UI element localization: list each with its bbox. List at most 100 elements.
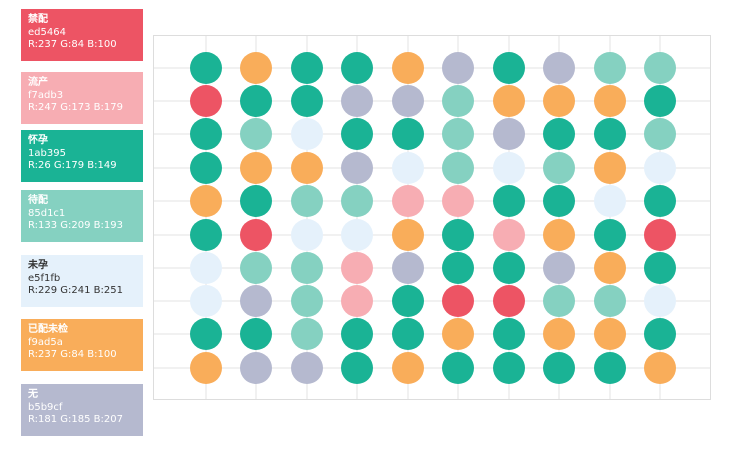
status-dot[interactable] [240,318,272,350]
status-dot[interactable] [392,85,424,117]
status-dot[interactable] [341,185,373,217]
status-dot[interactable] [392,285,424,317]
status-dot[interactable] [493,118,525,150]
status-dot[interactable] [341,285,373,317]
status-dot[interactable] [594,285,626,317]
status-dot[interactable] [594,352,626,384]
status-dot[interactable] [442,318,474,350]
status-dot[interactable] [442,118,474,150]
status-dot[interactable] [392,252,424,284]
status-dot[interactable] [190,52,222,84]
status-dot[interactable] [594,318,626,350]
status-dot[interactable] [392,118,424,150]
status-dot[interactable] [543,219,575,251]
status-dot[interactable] [644,252,676,284]
status-dot[interactable] [392,52,424,84]
status-dot[interactable] [240,118,272,150]
status-dot[interactable] [190,152,222,184]
status-dot[interactable] [644,185,676,217]
status-dot[interactable] [240,52,272,84]
status-dot[interactable] [240,219,272,251]
status-dot[interactable] [543,318,575,350]
status-dot[interactable] [594,219,626,251]
status-dot[interactable] [341,152,373,184]
status-dot[interactable] [190,285,222,317]
status-dot[interactable] [594,52,626,84]
status-dot[interactable] [442,285,474,317]
status-dot[interactable] [190,252,222,284]
status-dot[interactable] [594,252,626,284]
status-dot[interactable] [392,352,424,384]
status-dot[interactable] [442,352,474,384]
status-dot[interactable] [291,285,323,317]
status-dot[interactable] [594,118,626,150]
status-dot[interactable] [190,185,222,217]
status-dot[interactable] [291,152,323,184]
status-dot[interactable] [493,252,525,284]
status-dot[interactable] [190,318,222,350]
status-dot[interactable] [392,318,424,350]
status-dot[interactable] [392,185,424,217]
status-dot[interactable] [644,318,676,350]
status-dot[interactable] [543,352,575,384]
status-dot[interactable] [644,52,676,84]
status-dot[interactable] [543,285,575,317]
status-dot[interactable] [442,52,474,84]
status-dot[interactable] [442,185,474,217]
status-dot[interactable] [644,219,676,251]
status-dot[interactable] [644,352,676,384]
status-dot[interactable] [291,318,323,350]
status-dot[interactable] [190,219,222,251]
status-dot[interactable] [240,352,272,384]
status-dot[interactable] [543,252,575,284]
status-dot[interactable] [341,118,373,150]
status-dot[interactable] [190,118,222,150]
status-dot[interactable] [493,85,525,117]
status-dot[interactable] [291,52,323,84]
status-dot[interactable] [493,52,525,84]
status-dot[interactable] [291,352,323,384]
status-dot[interactable] [291,185,323,217]
status-dot[interactable] [644,85,676,117]
status-dot[interactable] [291,219,323,251]
status-dot[interactable] [240,285,272,317]
status-dot[interactable] [594,152,626,184]
status-dot[interactable] [442,152,474,184]
status-dot[interactable] [442,219,474,251]
status-dot[interactable] [240,152,272,184]
status-dot[interactable] [594,185,626,217]
status-dot[interactable] [493,352,525,384]
status-dot[interactable] [644,118,676,150]
status-dot[interactable] [291,252,323,284]
status-dot[interactable] [644,152,676,184]
status-dot[interactable] [341,318,373,350]
status-dot[interactable] [493,219,525,251]
status-dot[interactable] [240,85,272,117]
status-dot[interactable] [341,352,373,384]
status-dot[interactable] [291,85,323,117]
status-dot[interactable] [543,52,575,84]
status-dot[interactable] [442,252,474,284]
status-dot[interactable] [543,118,575,150]
status-dot[interactable] [190,352,222,384]
status-dot[interactable] [442,85,474,117]
status-dot[interactable] [543,152,575,184]
status-dot[interactable] [392,152,424,184]
status-dot[interactable] [493,152,525,184]
status-dot[interactable] [493,285,525,317]
status-dot[interactable] [341,52,373,84]
status-dot[interactable] [291,118,323,150]
status-dot[interactable] [341,219,373,251]
status-dot[interactable] [543,85,575,117]
status-dot[interactable] [240,185,272,217]
status-dot[interactable] [493,185,525,217]
status-dot[interactable] [190,85,222,117]
status-dot[interactable] [341,85,373,117]
status-dot[interactable] [392,219,424,251]
status-dot[interactable] [594,85,626,117]
status-dot[interactable] [543,185,575,217]
status-dot[interactable] [493,318,525,350]
status-dot[interactable] [341,252,373,284]
status-dot[interactable] [240,252,272,284]
status-dot[interactable] [644,285,676,317]
